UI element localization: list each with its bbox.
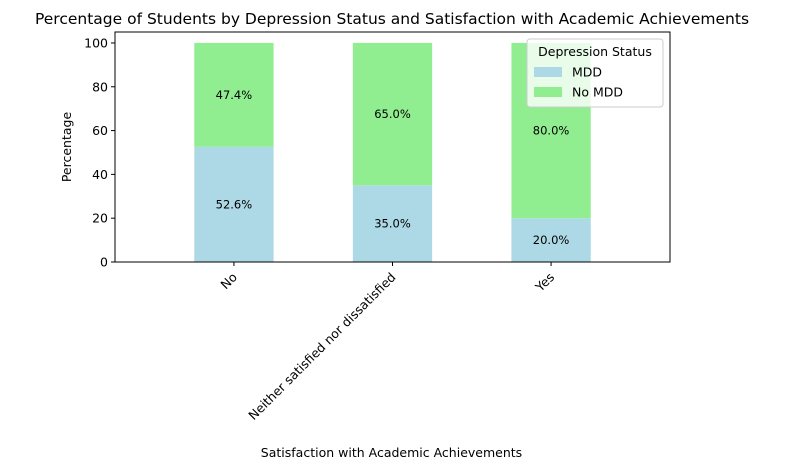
x-tick-label: Neither satisfied nor dissatisfied (245, 270, 398, 423)
bars-group (194, 42, 591, 262)
legend-title: Depression Status (538, 44, 652, 59)
legend-items: MDD No MDD (534, 65, 623, 100)
legend-swatch (534, 87, 562, 97)
y-tick-label: 80 (92, 79, 108, 94)
bar-no-mdd-0 (194, 42, 274, 147)
legend-entry-label: MDD (572, 65, 602, 80)
bar-label-no-mdd-0: 47.4% (216, 88, 253, 102)
bar-mdd-0 (194, 146, 274, 262)
bar-label-mdd-0: 52.6% (216, 197, 253, 211)
x-tick-label: Yes (532, 270, 558, 296)
bar-label-no-mdd-2: 80.0% (533, 124, 570, 138)
bar-mdd-1 (352, 185, 433, 262)
bar-label-mdd-1: 35.0% (374, 217, 411, 231)
legend-entry-label: No MDD (572, 85, 623, 100)
chart-title: Percentage of Students by Depression Sta… (35, 10, 749, 28)
x-axis-label: Satisfaction with Academic Achievements (261, 445, 522, 460)
bar-label-no-mdd-1: 65.0% (374, 107, 411, 121)
y-tick-label: 0 (100, 255, 108, 270)
x-axis: No Neither satisfied nor dissatisfied Yes (217, 262, 557, 423)
y-tick-label: 100 (84, 35, 108, 50)
legend-swatch (534, 67, 562, 77)
bar-no-mdd-1 (352, 42, 433, 186)
bar-mdd-2 (511, 218, 591, 262)
y-tick-label: 60 (92, 123, 108, 138)
y-tick-label: 40 (92, 167, 108, 182)
x-tick-label: No (217, 270, 240, 293)
legend: Depression Status MDD No MDD (526, 38, 664, 108)
bar-label-mdd-2: 20.0% (533, 233, 570, 247)
y-axis-label: Percentage (59, 112, 74, 183)
y-axis: 0 20 40 60 80 100 (84, 35, 115, 270)
bar-labels-group: 52.6% 47.4% 35.0% 65.0% 20.0% 80.0% (216, 88, 570, 247)
y-tick-label: 20 (92, 211, 108, 226)
